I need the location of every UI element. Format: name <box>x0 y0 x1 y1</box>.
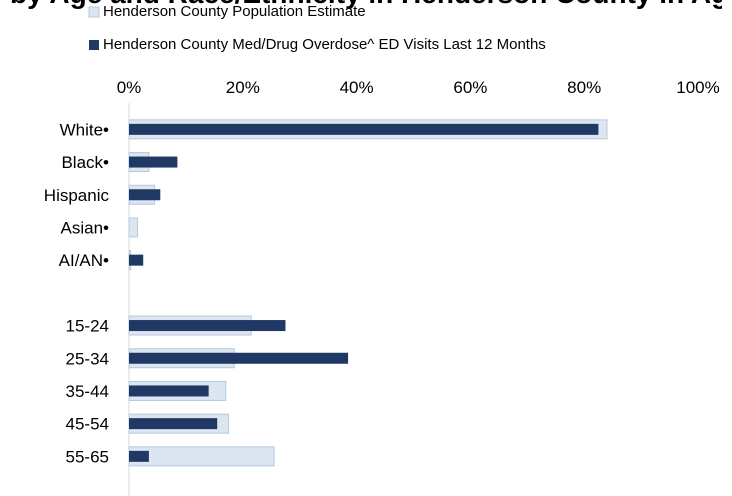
category-label: Black• <box>61 153 109 172</box>
category-label: Hispanic <box>44 186 110 205</box>
bar-population <box>128 217 139 238</box>
x-tick-label: 0% <box>117 78 142 97</box>
chart-title-fragment: by Age and Race/Ethnicity in Henderson C… <box>10 0 722 10</box>
bar-overdose-visits <box>129 385 209 397</box>
x-tick-label: 100% <box>676 78 719 97</box>
x-tick-label: 20% <box>226 78 260 97</box>
bar-overdose-visits <box>129 418 218 430</box>
bar-overdose-visits <box>129 352 349 364</box>
bar-overdose-visits <box>129 320 286 332</box>
bar-overdose-visits <box>129 450 149 462</box>
category-label: 35-44 <box>66 382 109 401</box>
bar-overdose-visits <box>129 189 161 201</box>
bar-overdose-visits <box>129 123 599 135</box>
category-label: 15-24 <box>66 317 109 336</box>
legend-swatch-0 <box>88 6 100 18</box>
x-tick-label: 60% <box>453 78 487 97</box>
legend-swatch-1 <box>89 40 99 50</box>
legend-label-1: Henderson County Med/Drug Overdose^ ED V… <box>103 36 546 53</box>
bar-overdose-visits <box>129 156 178 168</box>
category-label: Asian• <box>61 218 110 237</box>
category-label: 55-65 <box>66 447 109 466</box>
category-label: White• <box>60 120 109 139</box>
x-tick-label: 80% <box>567 78 601 97</box>
x-tick-label: 40% <box>340 78 374 97</box>
category-label: 25-34 <box>66 349 109 368</box>
category-label: AI/AN• <box>59 251 109 270</box>
bar-overdose-visits <box>129 254 144 266</box>
category-label: 45-54 <box>66 415 109 434</box>
bar-population <box>128 446 275 467</box>
legend-label-0: Henderson County Population Estimate <box>103 3 366 20</box>
